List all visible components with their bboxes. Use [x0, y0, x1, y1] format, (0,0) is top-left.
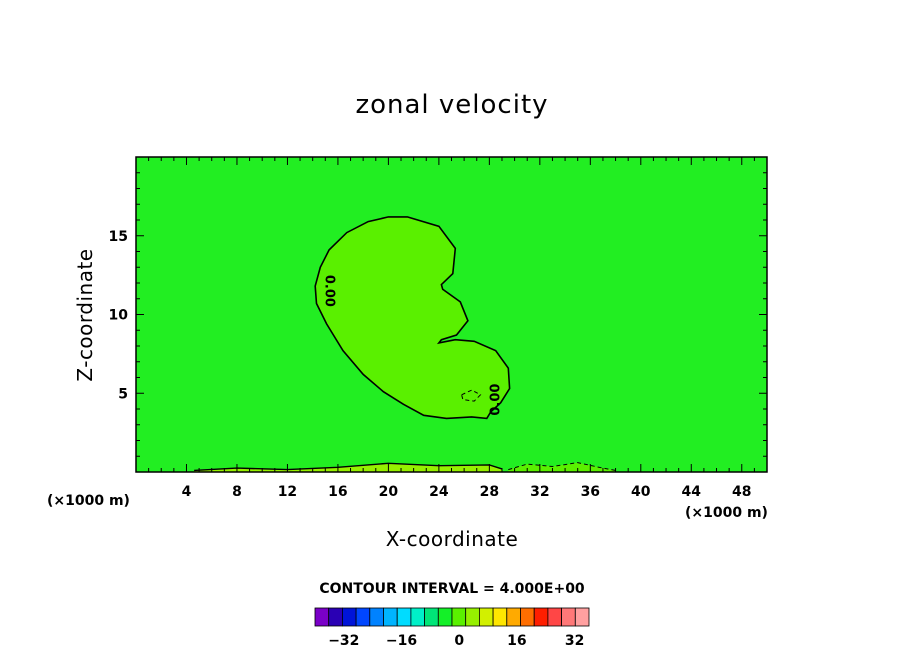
- x-tick-label: 36: [581, 484, 600, 500]
- contour-fill-zero-contour-plume: [315, 216, 510, 419]
- x-tick-labels: 4 8 12 16 20 24 28 32 36 40 44 48: [182, 484, 752, 500]
- contour-fill-surface-negative-region: [508, 462, 616, 472]
- chart-title: zonal velocity: [355, 90, 548, 120]
- colorbar-tick-labels: −32 −16 0 16 32: [328, 633, 584, 649]
- colorbar-swatch: [492, 607, 508, 627]
- contour-line-surface-negative-region: [508, 462, 616, 471]
- colorbar-swatch: [520, 607, 535, 627]
- colorbar-swatch: [451, 607, 467, 627]
- contour-line-near-surface-layer: [194, 462, 503, 472]
- contour-lines: 0.00 0.00: [194, 216, 616, 472]
- colorbar-swatch: [561, 607, 576, 627]
- colorbar-swatch: [424, 607, 439, 627]
- colorbar-swatch: [547, 607, 563, 627]
- x-tick-label: 24: [429, 484, 449, 500]
- y-tick-label: 5: [118, 386, 128, 402]
- y-axis-label: Z-coordinate: [73, 248, 97, 381]
- colorbar-swatch: [533, 607, 549, 627]
- colorbar-tick-label: 32: [565, 633, 584, 649]
- x-tick-label: 44: [682, 484, 702, 500]
- colorbar-tick-label: −16: [386, 633, 417, 649]
- colorbar-tick-label: −32: [328, 633, 359, 649]
- contour-fill-negative-cell: [461, 390, 481, 402]
- contour-value-label-2: 0.00: [489, 384, 504, 416]
- colorbar-swatch: [437, 607, 453, 627]
- x-tick-label: 16: [328, 484, 347, 500]
- contour-value-label-1: 0.00: [321, 275, 336, 307]
- colorbar-swatch: [478, 607, 494, 627]
- colorbar-swatch: [574, 607, 590, 627]
- x-axis-label: X-coordinate: [386, 527, 519, 551]
- contour-interval-label: CONTOUR INTERVAL = 4.000E+00: [319, 581, 585, 597]
- x-tick-label: 48: [732, 484, 751, 500]
- colorbar-swatch: [396, 607, 412, 627]
- y-tick-label: 15: [109, 229, 128, 245]
- contour-line-zero-contour-plume: [314, 216, 511, 420]
- x-unit-label-left: (×1000 m): [47, 493, 130, 509]
- colorbar-tick-label: 0: [454, 633, 464, 649]
- colorbar-swatch: [506, 607, 521, 627]
- x-tick-label: 20: [379, 484, 399, 500]
- x-tick-label: 8: [232, 484, 242, 500]
- colorbar-swatch: [465, 607, 480, 627]
- colorbar: [314, 607, 590, 627]
- x-tick-label: 32: [530, 484, 549, 500]
- colorbar-swatch: [328, 607, 343, 627]
- y-tick-label: 10: [109, 308, 129, 324]
- plot-area: 0.00 0.00: [135, 156, 768, 473]
- x-unit-label-right: (×1000 m): [685, 505, 768, 521]
- x-tick-label: 4: [182, 484, 192, 500]
- axis-ticks: [136, 157, 767, 472]
- colorbar-tick-label: 16: [507, 633, 526, 649]
- colorbar-swatch: [341, 607, 357, 627]
- x-tick-label: 28: [480, 484, 499, 500]
- colorbar-swatch: [355, 607, 371, 627]
- y-tick-labels: 5 10 15: [109, 229, 129, 403]
- contour-line-negative-cell: [461, 389, 482, 402]
- x-tick-label: 40: [631, 484, 651, 500]
- x-tick-label: 12: [278, 484, 297, 500]
- colorbar-swatch: [369, 607, 384, 627]
- colorbar-swatch: [410, 607, 425, 627]
- colorbar-swatch: [314, 607, 330, 627]
- colorbar-swatch: [383, 607, 398, 627]
